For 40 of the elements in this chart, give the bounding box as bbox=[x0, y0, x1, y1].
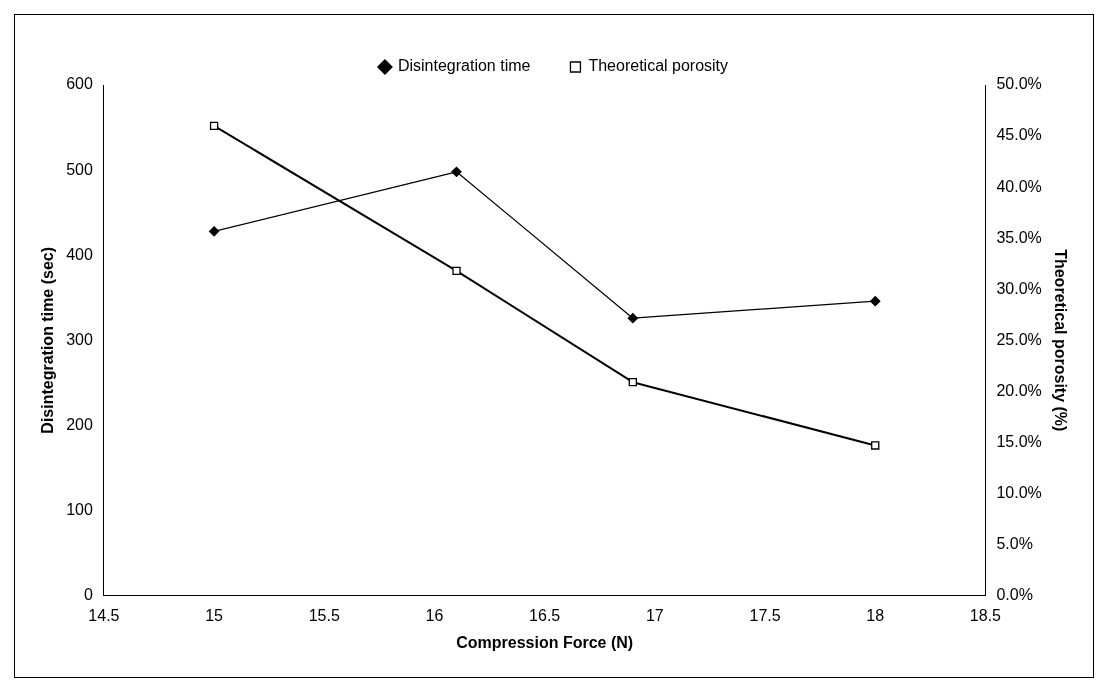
x-tick-label: 15 bbox=[205, 606, 224, 624]
y-tick-label: 200 bbox=[66, 415, 93, 433]
y-tick-label: 500 bbox=[66, 160, 93, 178]
point bbox=[871, 441, 880, 450]
x-tick-label: 15.5 bbox=[308, 606, 340, 624]
y2-tick-label: 50.0% bbox=[996, 75, 1042, 93]
y-tick-label: 100 bbox=[66, 500, 93, 518]
y-tick-label: 0 bbox=[83, 586, 93, 604]
y-tick-label: 400 bbox=[66, 245, 93, 263]
point bbox=[628, 377, 637, 387]
point bbox=[208, 226, 220, 237]
y2-tick-label: 40.0% bbox=[996, 177, 1042, 195]
x-tick-label: 16 bbox=[425, 606, 444, 624]
y2-axis-title: Theoretical porosity (%) bbox=[1051, 249, 1069, 432]
y-tick-label: 600 bbox=[66, 75, 93, 93]
x-tick-label: 14.5 bbox=[88, 606, 120, 624]
point bbox=[627, 313, 638, 324]
y2-tick-label: 10.0% bbox=[996, 483, 1042, 501]
y2-tick-label: 30.0% bbox=[996, 279, 1042, 297]
x-tick-label: 18.5 bbox=[969, 606, 1002, 624]
point bbox=[451, 166, 462, 177]
point bbox=[452, 266, 461, 276]
legend-label: Disintegration time bbox=[397, 57, 531, 75]
x-tick-label: 18 bbox=[866, 606, 885, 624]
y2-tick-label: 5.0% bbox=[996, 534, 1033, 552]
y2-tick-label: 35.0% bbox=[996, 228, 1042, 246]
legend-label: Theoretical porosity bbox=[588, 57, 729, 75]
x-tick-label: 16.5 bbox=[529, 606, 561, 624]
point bbox=[209, 121, 219, 131]
x-axis-title: Compression Force (N) bbox=[456, 633, 634, 651]
y2-tick-label: 20.0% bbox=[996, 381, 1042, 399]
y2-tick-label: 45.0% bbox=[996, 126, 1042, 144]
y2-tick-label: 0.0% bbox=[996, 586, 1033, 604]
y-axis-title: Disintegration time (sec) bbox=[39, 246, 57, 434]
y2-tick-label: 25.0% bbox=[996, 330, 1042, 348]
x-tick-label: 17 bbox=[645, 606, 664, 624]
x-tick-label: 17.5 bbox=[749, 606, 781, 624]
y2-tick-label: 15.0% bbox=[996, 432, 1042, 450]
point bbox=[870, 296, 881, 307]
y-tick-label: 300 bbox=[66, 330, 93, 348]
